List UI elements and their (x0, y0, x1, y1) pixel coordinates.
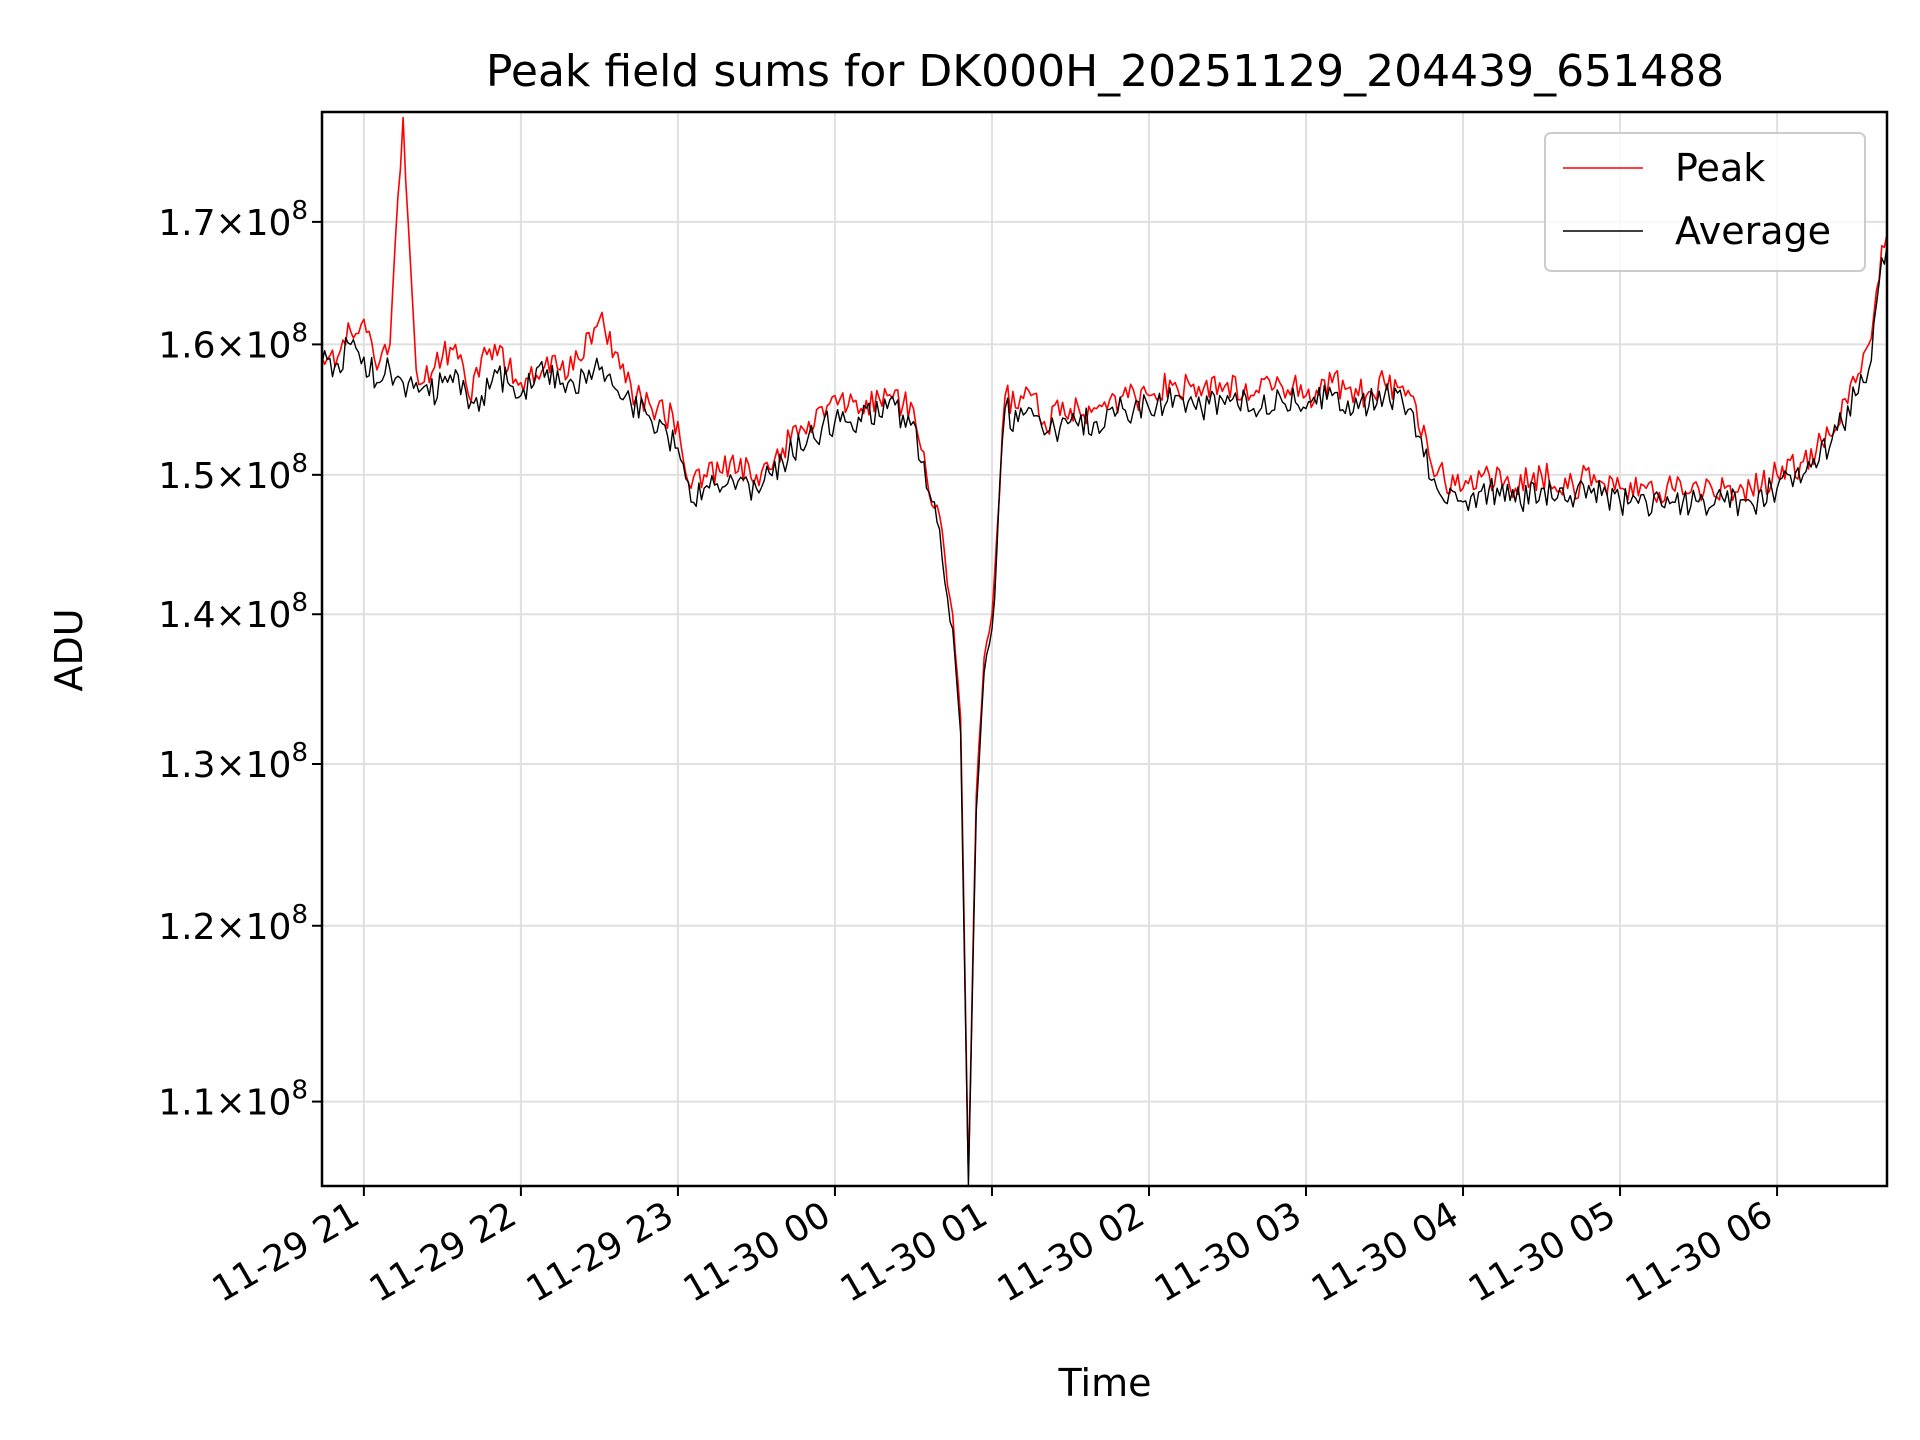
y-tick-label: 1.2×108 (158, 900, 308, 948)
y-tick-label: 1.7×108 (158, 196, 308, 244)
chart-title: Peak field sums for DK000H_20251129_2044… (486, 46, 1724, 97)
y-axis-label: ADU (47, 608, 91, 691)
y-tick-label: 1.1×108 (158, 1076, 308, 1124)
series-lines (321, 116, 1888, 1187)
y-axis-ticks: 1.7×108 1.6×108 1.5×108 1.4×108 1.3×108 1.2×1… (158, 196, 322, 1124)
y-tick-label: 1.5×108 (158, 449, 308, 497)
series-line-average (321, 245, 1888, 1187)
y-tick-label: 1.4×108 (158, 588, 308, 636)
plot-area-frame (320, 110, 1889, 1188)
x-axis-label: Time (1058, 1361, 1152, 1405)
legend: Peak Average (1544, 132, 1866, 272)
legend-label-peak: Peak (1675, 146, 1765, 190)
gridlines (322, 112, 1887, 1186)
y-tick-label: 1.6×108 (158, 318, 308, 366)
legend-label-average: Average (1675, 209, 1831, 253)
y-tick-label: 1.3×108 (158, 738, 308, 786)
